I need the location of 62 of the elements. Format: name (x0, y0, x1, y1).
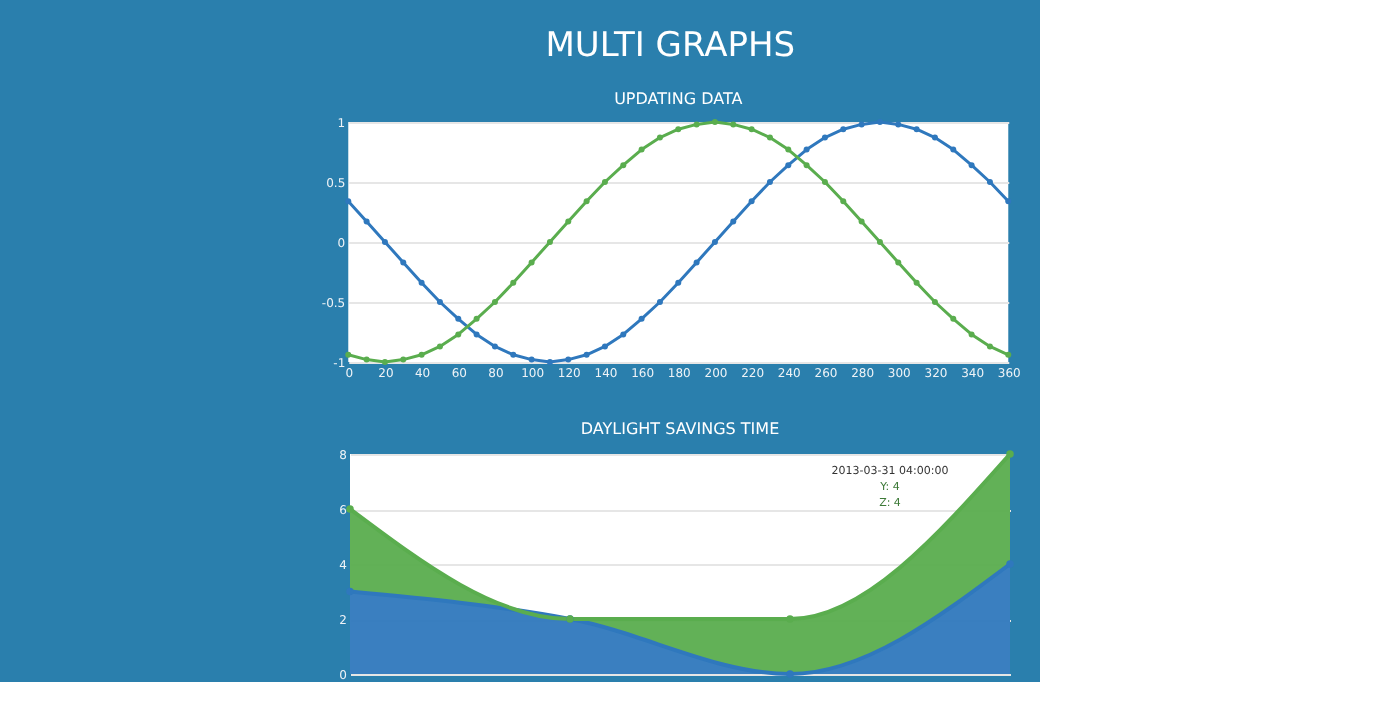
point (1005, 198, 1012, 205)
chart-title: DAYLIGHT SAVINGS TIME (580, 420, 780, 438)
point (510, 351, 517, 358)
point (400, 356, 407, 363)
point (931, 134, 938, 141)
point (400, 259, 407, 266)
point (693, 259, 700, 266)
point (565, 218, 572, 225)
point (748, 126, 755, 133)
point (968, 331, 975, 338)
point (510, 279, 517, 286)
point (730, 218, 737, 225)
point (455, 315, 462, 322)
point (986, 343, 993, 350)
point (528, 356, 535, 363)
point (913, 126, 920, 133)
point (565, 356, 572, 363)
point (840, 198, 847, 205)
line-series (345, 119, 1012, 365)
point (345, 198, 352, 205)
point (675, 279, 682, 286)
point (363, 356, 370, 363)
point (730, 121, 737, 128)
point (363, 218, 370, 225)
point (895, 121, 902, 128)
point (803, 162, 810, 169)
point (620, 331, 627, 338)
chart-title: UPDATING DATA (614, 90, 744, 108)
point (528, 259, 535, 266)
point (766, 134, 773, 141)
point (895, 259, 902, 266)
point (693, 121, 700, 128)
text: MULTI GRAPHS (545, 26, 796, 66)
point (345, 351, 352, 358)
point (491, 343, 498, 350)
point (950, 146, 957, 153)
point (455, 331, 462, 338)
point (950, 315, 957, 322)
point (858, 218, 865, 225)
point (803, 146, 810, 153)
point (1005, 351, 1012, 358)
point (473, 331, 480, 338)
point (785, 162, 792, 169)
point (418, 351, 425, 358)
point (436, 343, 443, 350)
point (656, 134, 663, 141)
point (418, 279, 425, 286)
point (785, 146, 792, 153)
point (638, 146, 645, 153)
point (840, 126, 847, 133)
point (821, 134, 828, 141)
point (858, 121, 865, 128)
point (620, 162, 627, 169)
point (583, 198, 590, 205)
point (675, 126, 682, 133)
point (473, 315, 480, 322)
point (601, 343, 608, 350)
point (583, 351, 590, 358)
point (638, 315, 645, 322)
point (968, 162, 975, 169)
point (748, 198, 755, 205)
point (913, 279, 920, 286)
